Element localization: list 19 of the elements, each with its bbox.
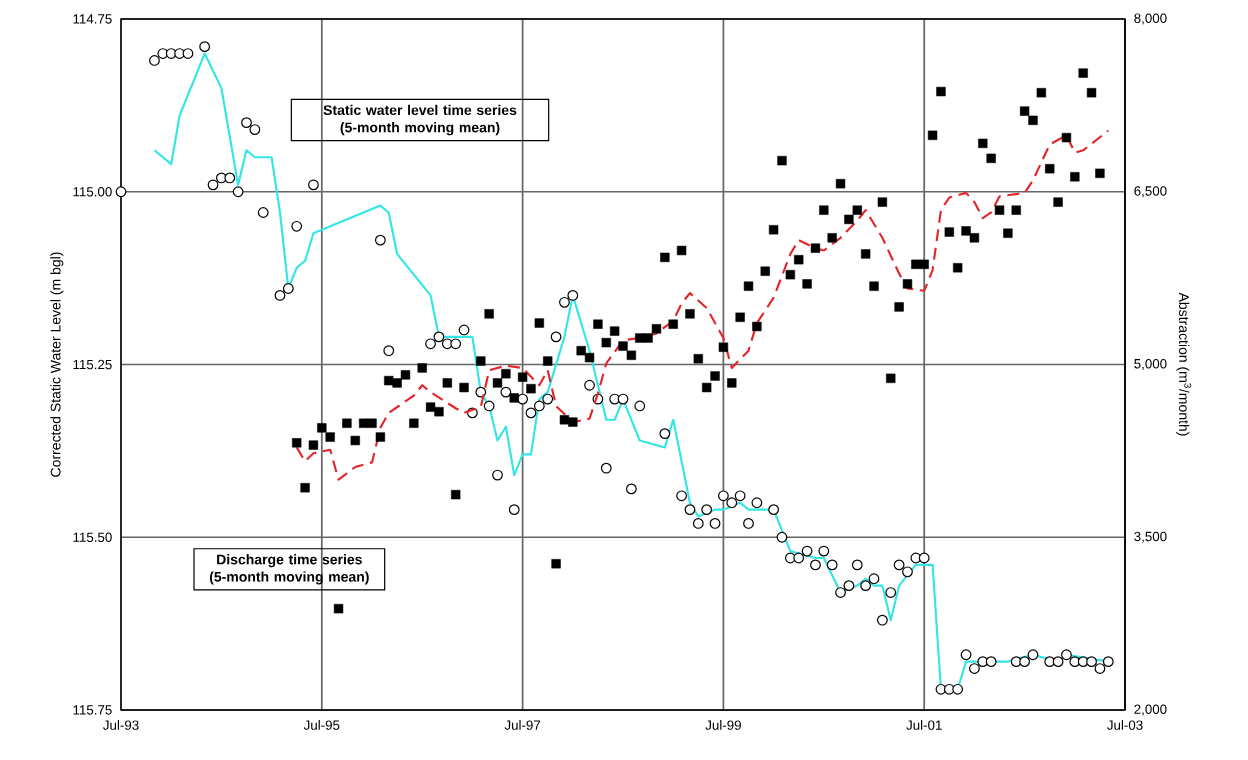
y2-tick-label: 6,500: [1134, 186, 1167, 198]
x-tick-label: Jul-93: [103, 720, 139, 730]
y2-tick-label: 5,000: [1134, 359, 1167, 371]
x-tick-label: Jul-03: [1107, 720, 1143, 730]
y-tick-label: 115.00: [73, 187, 112, 197]
y2-tick-label: 3,500: [1134, 531, 1167, 543]
y-tick-label: 115.25: [73, 359, 112, 370]
y2-tick-label: 2,000: [1134, 704, 1167, 716]
x-tick-label: Jul-01: [906, 720, 942, 730]
annotation: Static water level time series (5-month moving mean): [323, 104, 517, 136]
y-tick-label: 114.75: [73, 14, 112, 24]
y-tick-label: 115.75: [73, 705, 112, 715]
y2-axis-title: Abstraction (m$^{3}$/month): [1176, 292, 1192, 436]
x-tick-label: Jul-97: [504, 720, 541, 730]
y-axis-title: Corrected Static Water Level (m bgl): [50, 252, 64, 477]
x-tick-label: Jul-95: [303, 720, 340, 730]
y-tick-label: 115.50: [73, 532, 112, 542]
y2-tick-label: 8,000: [1134, 13, 1167, 25]
x-tick-label: Jul-99: [705, 720, 741, 730]
